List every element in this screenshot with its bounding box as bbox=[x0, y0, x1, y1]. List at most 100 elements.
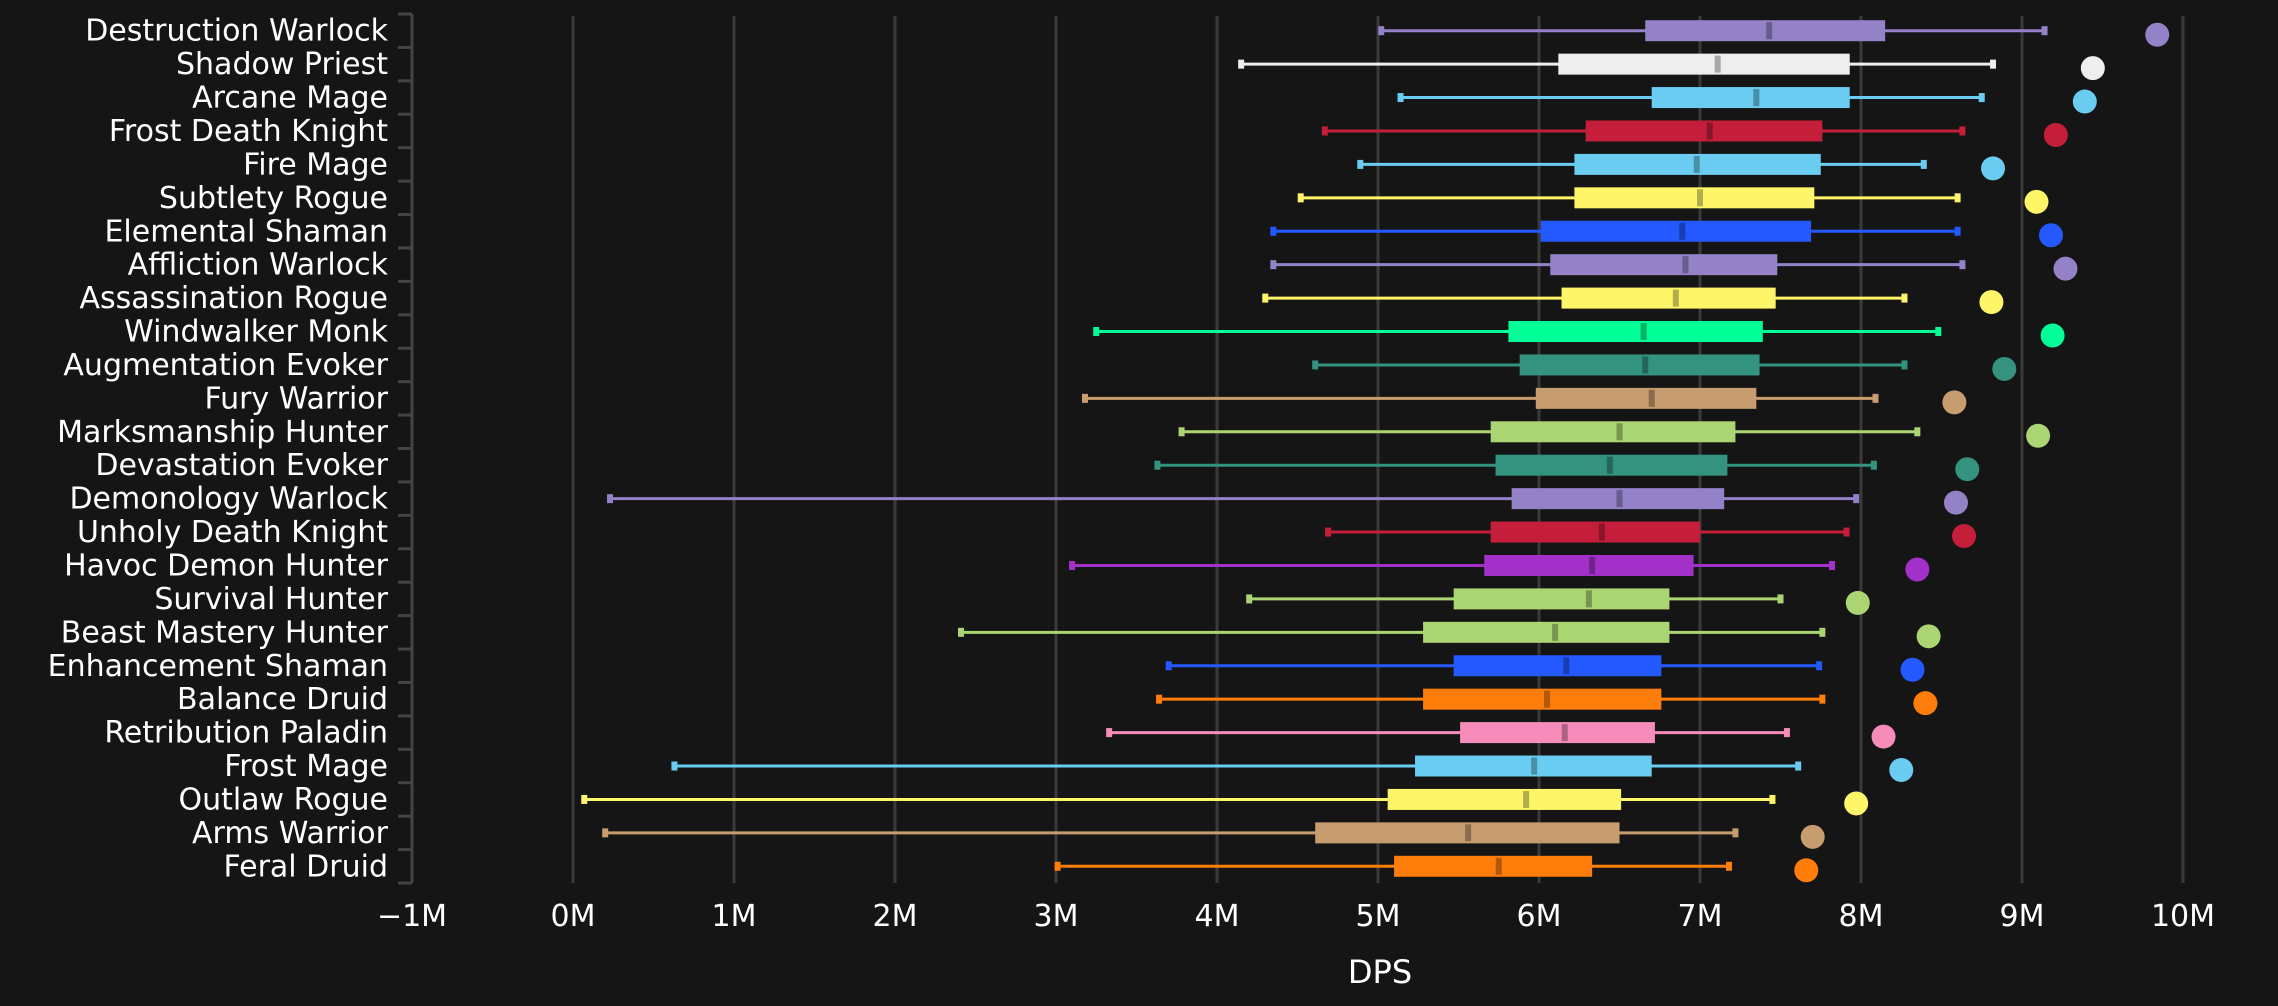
max-point bbox=[1889, 758, 1914, 783]
whisker-cap-max bbox=[1959, 260, 1966, 270]
max-point bbox=[1979, 290, 2004, 315]
median-mark bbox=[1648, 389, 1655, 407]
median-mark bbox=[1589, 556, 1596, 574]
box-series bbox=[1397, 87, 2097, 114]
whisker-cap-max bbox=[1872, 393, 1879, 403]
box-series bbox=[1378, 20, 2170, 47]
iqr-box bbox=[1423, 688, 1662, 710]
whisker-cap-max bbox=[2041, 26, 2048, 36]
median-mark bbox=[1465, 824, 1472, 842]
category-label: Fury Warrior bbox=[204, 381, 388, 416]
category-label: Havoc Demon Hunter bbox=[64, 548, 389, 583]
whisker-cap-max bbox=[1935, 327, 1942, 337]
category-label: Frost Mage bbox=[224, 749, 388, 784]
box-series bbox=[1106, 722, 1896, 749]
whisker-cap-max bbox=[1914, 427, 1921, 437]
whisker-cap-min bbox=[1378, 26, 1385, 36]
box-series bbox=[581, 788, 1869, 816]
whisker-cap-min bbox=[581, 794, 588, 804]
whisker-cap-max bbox=[1783, 728, 1790, 738]
whisker-cap-max bbox=[1959, 126, 1966, 136]
box-series bbox=[1312, 354, 2017, 381]
box-series bbox=[1357, 153, 2006, 181]
box-series bbox=[1270, 254, 2078, 281]
median-mark bbox=[1679, 222, 1686, 240]
median-mark bbox=[1697, 189, 1703, 207]
box-series bbox=[1093, 321, 2065, 348]
x-tick-label: 7M bbox=[1678, 899, 1723, 934]
median-mark bbox=[1714, 55, 1721, 73]
category-label: Survival Hunter bbox=[154, 582, 388, 617]
iqr-box bbox=[1550, 254, 1778, 276]
category-label: Balance Druid bbox=[177, 682, 388, 717]
whisker-cap-min bbox=[1297, 193, 1304, 203]
max-point bbox=[1992, 356, 2017, 381]
box-series bbox=[1069, 554, 1930, 582]
box-series bbox=[1156, 688, 1938, 716]
whisker-cap-min bbox=[607, 494, 614, 504]
whisker-cap-max bbox=[1819, 694, 1826, 704]
whisker-cap-min bbox=[1054, 861, 1061, 871]
whisker-cap-min bbox=[1357, 159, 1364, 169]
iqr-box bbox=[1540, 220, 1812, 242]
category-label: Devastation Evoker bbox=[95, 448, 388, 483]
iqr-box bbox=[1519, 354, 1760, 376]
max-point bbox=[1800, 824, 1825, 849]
whisker-cap-min bbox=[1081, 393, 1088, 403]
box-series bbox=[671, 755, 1914, 783]
iqr-box bbox=[1561, 287, 1776, 309]
category-label: Retribution Paladin bbox=[104, 716, 388, 751]
whisker-cap-max bbox=[1769, 794, 1776, 804]
iqr-box bbox=[1423, 621, 1670, 643]
iqr-box bbox=[1535, 387, 1757, 409]
category-label: Affliction Warlock bbox=[128, 248, 389, 283]
category-label: Fire Mage bbox=[243, 147, 388, 182]
median-mark bbox=[1672, 289, 1679, 307]
x-axis-title: DPS bbox=[1348, 953, 1412, 991]
whisker-cap-min bbox=[1246, 594, 1253, 604]
max-point bbox=[2024, 189, 2049, 214]
category-label: Elemental Shaman bbox=[104, 214, 388, 249]
x-tick-label: 6M bbox=[1517, 899, 1562, 934]
whisker-cap-min bbox=[1270, 260, 1277, 270]
iqr-box bbox=[1508, 321, 1763, 343]
x-tick-label: 1M bbox=[712, 899, 757, 934]
max-point bbox=[2072, 89, 2097, 114]
box-series bbox=[1081, 387, 1967, 415]
gridlines bbox=[571, 16, 2185, 883]
category-label: Unholy Death Knight bbox=[77, 515, 388, 550]
max-point bbox=[2043, 122, 2068, 147]
median-mark bbox=[1563, 657, 1570, 675]
median-mark bbox=[1616, 423, 1623, 441]
whisker-cap-min bbox=[1397, 93, 1404, 103]
iqr-box bbox=[1453, 655, 1662, 677]
whisker-cap-max bbox=[1990, 59, 1997, 69]
category-label: Augmentation Evoker bbox=[63, 348, 388, 383]
iqr-box bbox=[1394, 855, 1593, 877]
box-series bbox=[1262, 287, 2004, 315]
max-point bbox=[2053, 256, 2078, 281]
whisker-cap-max bbox=[1732, 828, 1739, 838]
max-point bbox=[1942, 390, 1967, 415]
median-mark bbox=[1495, 857, 1502, 875]
y-axis bbox=[398, 12, 414, 885]
max-point bbox=[1981, 156, 2006, 181]
whisker-cap-min bbox=[1069, 560, 1076, 570]
box-series bbox=[1054, 855, 1819, 883]
x-tick-label: −1M bbox=[377, 899, 447, 934]
median-mark bbox=[1693, 155, 1700, 173]
iqr-box bbox=[1490, 521, 1700, 543]
x-tick-label: 9M bbox=[2000, 899, 2045, 934]
x-tick-label: 8M bbox=[1839, 899, 1884, 934]
x-tick-label: 2M bbox=[873, 899, 918, 934]
category-label: Beast Mastery Hunter bbox=[61, 615, 389, 650]
whisker-cap-max bbox=[1954, 226, 1961, 236]
whisker-cap-min bbox=[1093, 327, 1100, 337]
category-label: Shadow Priest bbox=[176, 47, 388, 82]
iqr-box bbox=[1645, 20, 1886, 42]
box-series bbox=[958, 621, 1941, 649]
max-point bbox=[1900, 657, 1925, 682]
whisker-cap-min bbox=[1154, 460, 1161, 470]
category-label: Marksmanship Hunter bbox=[57, 415, 389, 450]
box-series bbox=[1246, 588, 1870, 615]
